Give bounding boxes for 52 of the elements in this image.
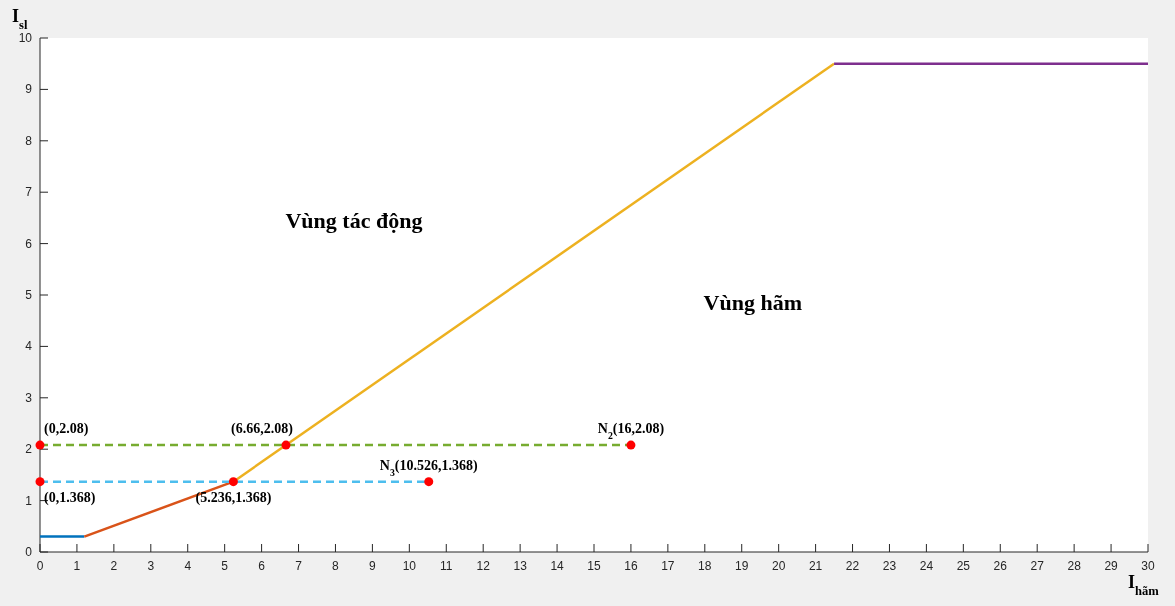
x-tick-label: 1 [73,559,81,573]
y-tick-label: 1 [25,493,33,508]
annotation: Vùng tác động [285,208,423,234]
x-tick-label: 29 [1104,559,1119,573]
annotation: (0,1.368) [44,489,96,506]
y-tick-label: 9 [25,82,33,97]
x-tick-label: 7 [295,559,303,573]
x-tick-label: 13 [513,559,528,573]
annotation: N$_{2}$(16,2.08) [597,421,665,441]
x-tick-label: 20 [771,559,786,573]
y-tick-label: 8 [25,133,33,148]
x-tick-label: 26 [993,559,1008,573]
y-tick-label: 2 [25,442,33,457]
x-tick-label: 14 [550,559,565,573]
annotation: Vùng hãm [703,290,803,316]
x-tick-label: 16 [624,559,638,573]
x-tick-label: 2 [110,559,118,573]
annotation: N$_{3}$(10.526,1.368) [379,457,479,478]
y-tick-label: 7 [25,185,33,200]
x-tick-label: 12 [476,559,491,573]
x-tick-label: 17 [661,559,675,573]
annotation: (0,2.08) [44,421,89,438]
x-tick-label: 10 [402,559,417,573]
x-tick-label: 5 [221,559,229,573]
x-tick-label: 9 [369,559,377,573]
annotation: (6.66,2.08) [231,421,294,438]
x-tick-label: 23 [882,559,897,573]
x-tick-label: 6 [258,559,266,573]
y-tick-label: 4 [25,339,33,354]
x-tick-label: 25 [956,559,971,573]
x-axis-title: I$_{hãm}$ [1128,572,1160,598]
annotation: (5.236,1.368) [195,489,272,506]
y-tick-label: 10 [18,31,33,45]
x-tick-label: 21 [808,559,823,573]
y-tick-label: 6 [25,236,33,251]
x-tick-label: 0 [36,559,44,573]
x-tick-label: 4 [184,559,192,573]
x-tick-label: 30 [1141,559,1155,573]
x-tick-label: 27 [1030,559,1045,573]
x-tick-label: 3 [147,559,155,573]
x-tick-label: 28 [1067,559,1082,573]
y-axis-title: I$_{sl}$ [12,6,28,32]
x-tick-label: 18 [698,559,712,573]
x-tick-label: 8 [332,559,340,573]
x-tick-label: 11 [440,559,453,573]
y-tick-label: 0 [25,545,33,559]
x-tick-label: 24 [919,559,934,573]
x-tick-label: 15 [587,559,601,573]
x-tick-label: 22 [845,559,860,573]
y-tick-label: 3 [25,390,33,405]
x-tick-label: 19 [735,559,749,573]
y-tick-label: 5 [25,288,33,302]
